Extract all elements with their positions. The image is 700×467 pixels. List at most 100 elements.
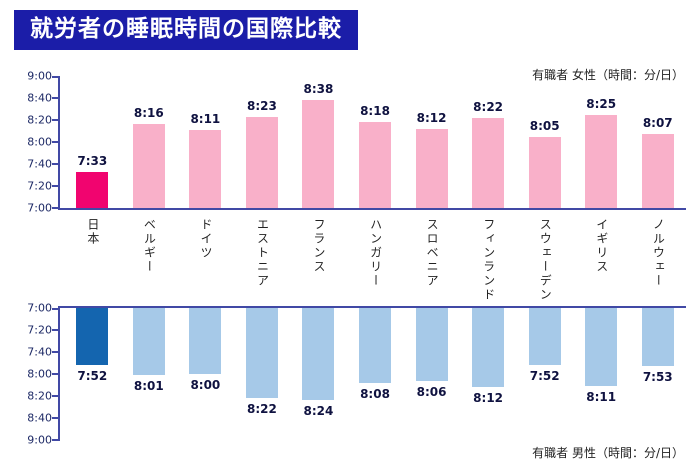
bar-value-label: 8:08 (360, 386, 390, 401)
axis-tick-label: 8:20 (27, 113, 52, 127)
country-slot: ベルギー (121, 218, 178, 304)
axis-tick-mark (52, 351, 60, 353)
country-slot: イギリス (573, 218, 630, 304)
bar-value-label: 8:00 (190, 378, 221, 392)
bar-slot: 7:52 (64, 308, 121, 440)
men-bar (76, 308, 109, 366)
bar-slot: 8:07 (629, 76, 686, 208)
axis-tick-label: 7:00 (27, 201, 52, 215)
country-label: ノルウェー (651, 218, 666, 288)
women-bar (76, 171, 109, 208)
men-chart-legend: 有職者 男性（時間：分/日） (532, 446, 684, 460)
country-slot: スウェーデン (516, 218, 573, 304)
axis-tick-mark (52, 417, 60, 419)
men-bar (302, 308, 335, 401)
axis-tick-label: 9:00 (27, 433, 52, 447)
bar-slot: 8:12 (460, 308, 517, 440)
bar-slot: 7:52 (516, 308, 573, 440)
men-bar (359, 308, 391, 383)
bar-slot: 8:25 (573, 76, 630, 208)
country-label: ハンガリー (368, 218, 383, 288)
bar-value-label: 8:12 (416, 110, 447, 125)
women-chart-legend: 有職者 女性（時間：分/日） (532, 68, 684, 82)
women-bar (132, 124, 165, 208)
axis-tick-label: 7:40 (27, 157, 52, 171)
men-chart-plot: 7:00 7:20 7:40 8:00 8:20 8:40 9:00 7:52 8:01 8:00… (27, 303, 686, 446)
bar-slot: 7:33 (64, 76, 121, 208)
country-slot: エストニア (234, 218, 291, 304)
axis-tick-mark (52, 141, 60, 143)
bar-slot: 8:22 (234, 308, 291, 440)
bar-value-label: 8:16 (133, 106, 164, 121)
bar-value-label: 8:11 (190, 111, 221, 126)
women-bar (472, 117, 505, 208)
bar-value-label: 8:12 (473, 391, 504, 406)
women-bars-row: 7:33 8:16 8:11 8:23 8:38 8:18 8:12 8:22 8:05 8:25… (64, 76, 686, 208)
bar-slot: 8:24 (290, 308, 347, 440)
country-label: フィンランド (481, 218, 496, 302)
axis-tick-label: 8:40 (27, 411, 52, 425)
country-label: イギリス (594, 218, 609, 274)
bar-slot: 8:12 (403, 76, 460, 208)
bar-value-label: 7:33 (77, 153, 108, 168)
country-label: フランス (312, 218, 327, 274)
country-labels-row: 日本 ベルギー ドイツ エストニア フランス ハンガリー スロベニア フィンランド スウェーデン… (64, 218, 686, 304)
men-bar (245, 308, 278, 399)
axis-tick-label: 7:00 (27, 301, 52, 315)
country-label: ベルギー (142, 218, 157, 274)
women-bar (359, 122, 391, 208)
bar-slot: 8:11 (573, 308, 630, 440)
axis-tick-label: 9:00 (27, 69, 52, 83)
bar-slot: 8:16 (121, 76, 178, 208)
axis-tick-mark (52, 329, 60, 331)
bar-slot: 7:53 (629, 308, 686, 440)
bar-value-label: 8:24 (303, 404, 334, 419)
country-label: エストニア (255, 218, 270, 288)
bar-value-label: 8:11 (586, 390, 617, 405)
women-bar (245, 116, 278, 208)
bar-slot: 8:38 (290, 76, 347, 208)
axis-tick-mark (52, 308, 60, 310)
axis-tick-mark (52, 185, 60, 187)
axis-tick-label: 7:40 (27, 345, 52, 359)
women-chart-plot: 9:00 8:40 8:20 8:00 7:40 7:20 7:00 7:33 8:16 8:11… (27, 71, 686, 214)
men-bar (415, 308, 448, 381)
axis-tick-mark (52, 373, 60, 375)
bar-value-label: 8:18 (360, 104, 390, 119)
bar-slot: 8:08 (347, 308, 404, 440)
bar-slot: 8:01 (121, 308, 178, 440)
axis-tick-mark (52, 163, 60, 165)
bar-slot: 8:22 (460, 76, 517, 208)
axis-tick-mark (52, 97, 60, 99)
bar-slot: 8:18 (347, 76, 404, 208)
bar-slot: 8:05 (516, 76, 573, 208)
bar-value-label: 8:23 (246, 98, 277, 113)
country-slot: ハンガリー (347, 218, 404, 304)
men-bar (528, 308, 561, 366)
country-slot: フランス (290, 218, 347, 304)
women-bar (415, 128, 448, 208)
bar-value-label: 8:01 (133, 379, 164, 394)
country-label: スウェーデン (538, 218, 553, 302)
country-slot: フィンランド (460, 218, 517, 304)
bar-value-label: 8:05 (529, 118, 560, 133)
country-slot: ノルウェー (629, 218, 686, 304)
bar-slot: 8:23 (234, 76, 291, 208)
bar-slot: 8:06 (403, 308, 460, 440)
bar-slot: 8:11 (177, 76, 234, 208)
bar-value-label: 8:38 (303, 82, 334, 97)
country-label: 日本 (85, 218, 100, 246)
axis-tick-mark (52, 395, 60, 397)
men-bar (472, 308, 505, 388)
page-title: 就労者の睡眠時間の国際比較 (14, 10, 358, 50)
bar-value-label: 8:22 (473, 99, 504, 114)
country-slot: 日本 (64, 218, 121, 304)
axis-tick-mark (52, 439, 60, 441)
bar-value-label: 8:25 (586, 96, 617, 111)
bar-value-label: 7:53 (642, 370, 673, 385)
bar-value-label: 7:52 (529, 369, 560, 384)
axis-tick-mark (52, 119, 60, 121)
country-label: ドイツ (198, 218, 213, 260)
country-label: スロベニア (425, 218, 440, 288)
axis-tick-mark (52, 76, 60, 78)
